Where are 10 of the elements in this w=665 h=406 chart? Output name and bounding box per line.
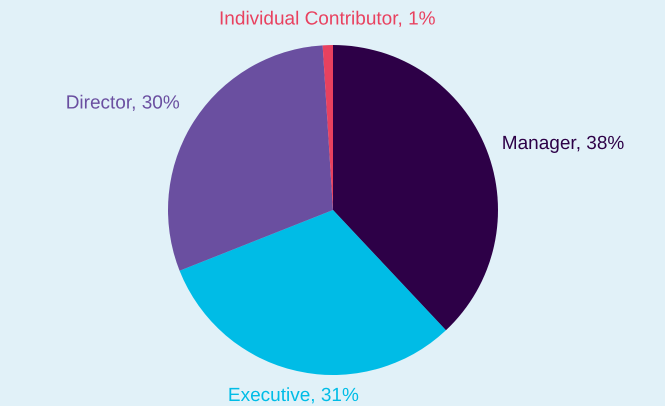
data-label: , 38% <box>576 133 624 154</box>
data-label: , 30% <box>131 92 180 114</box>
slice-label: Director <box>66 92 133 114</box>
slice-label: Individual Contributor <box>219 8 400 30</box>
slice-label: Executive <box>228 385 310 406</box>
data-label: , 1% <box>398 8 436 30</box>
pie-slice <box>333 45 498 330</box>
pie-slice <box>180 210 446 375</box>
data-label: , 31% <box>310 385 359 406</box>
slice-label: Manager <box>502 133 578 154</box>
